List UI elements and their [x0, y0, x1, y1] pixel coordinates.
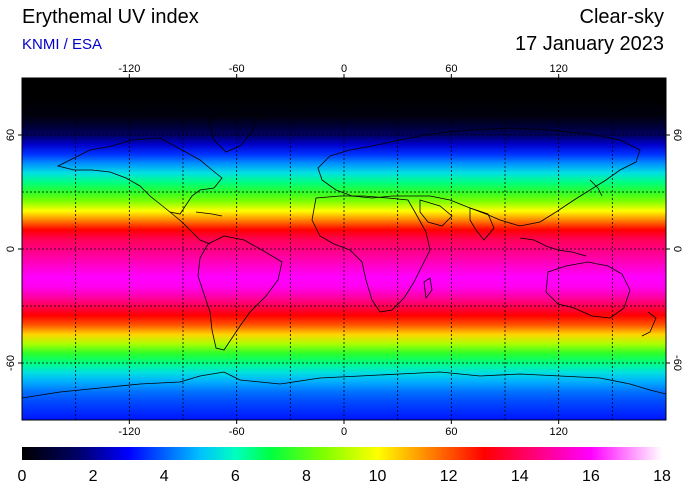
- colorbar-tick-label: 8: [302, 468, 311, 485]
- coast-africa: [311, 195, 431, 313]
- coast-arabia: [419, 199, 453, 227]
- colorbar-tick-label: 6: [231, 468, 240, 485]
- map-ticks: [18, 74, 670, 424]
- coast-australia: [545, 261, 631, 319]
- coast-eurasia: [317, 127, 641, 227]
- colorbar-labels: 0 2 4 6 8 10 12 14 16 18: [18, 468, 671, 485]
- lat-tick-label-right: 0: [671, 246, 683, 252]
- lat-tick-label-left: 60: [5, 129, 17, 141]
- lat-tick-label-right: 60: [671, 129, 683, 141]
- lon-tick-label-bottom: 60: [445, 426, 457, 438]
- data-credit: KNMI / ESA: [22, 36, 103, 53]
- coastlines: [22, 109, 666, 399]
- lat-tick-label-right: -60: [671, 355, 683, 371]
- lat-tick-label-left: 0: [5, 246, 17, 252]
- colorbar-tick-label: 10: [369, 468, 387, 485]
- lon-tick-label-bottom: -60: [229, 426, 245, 438]
- lon-tick-label-bottom: 0: [341, 426, 347, 438]
- colorbar: [22, 447, 662, 460]
- map-tick-labels: -120 -120 -60 -60 0 0 60 60 120 120 60 60 0 0 -60 -60: [5, 63, 683, 438]
- lon-tick-label-top: -120: [118, 63, 140, 75]
- coast-madagascar: [423, 277, 433, 300]
- colorbar-tick-label: 2: [89, 468, 98, 485]
- lon-tick-label-bottom: 120: [549, 426, 567, 438]
- colorbar-tick-label: 12: [440, 468, 458, 485]
- lon-tick-label-top: 0: [341, 63, 347, 75]
- colorbar-tick-label: 16: [582, 468, 600, 485]
- map-title: Erythemal UV index: [22, 6, 199, 28]
- coast-central-america: [169, 211, 211, 245]
- coast-indonesia: [519, 237, 587, 257]
- colorbar-tick-label: 4: [160, 468, 169, 485]
- lon-tick-label-top: 60: [445, 63, 457, 75]
- lon-tick-label-top: -60: [229, 63, 245, 75]
- colorbar-tick-label: 0: [18, 468, 27, 485]
- lon-tick-label-top: 120: [549, 63, 567, 75]
- coast-antarctica: [22, 371, 666, 399]
- graticule: [22, 78, 666, 420]
- colorbar-tick-label: 14: [511, 468, 529, 485]
- lat-tick-label-left: -60: [5, 355, 17, 371]
- date-label: 17 January 2023: [514, 33, 664, 55]
- sky-mode-label: Clear-sky: [579, 6, 664, 28]
- lon-tick-label-bottom: -120: [118, 426, 140, 438]
- coast-cuba: [195, 211, 223, 217]
- coast-india: [469, 207, 495, 241]
- coast-new-zealand: [641, 311, 657, 337]
- coast-south-america: [197, 235, 283, 351]
- colorbar-tick-label: 18: [653, 468, 671, 485]
- coast-japan: [589, 179, 603, 197]
- coast-north-america: [56, 137, 223, 215]
